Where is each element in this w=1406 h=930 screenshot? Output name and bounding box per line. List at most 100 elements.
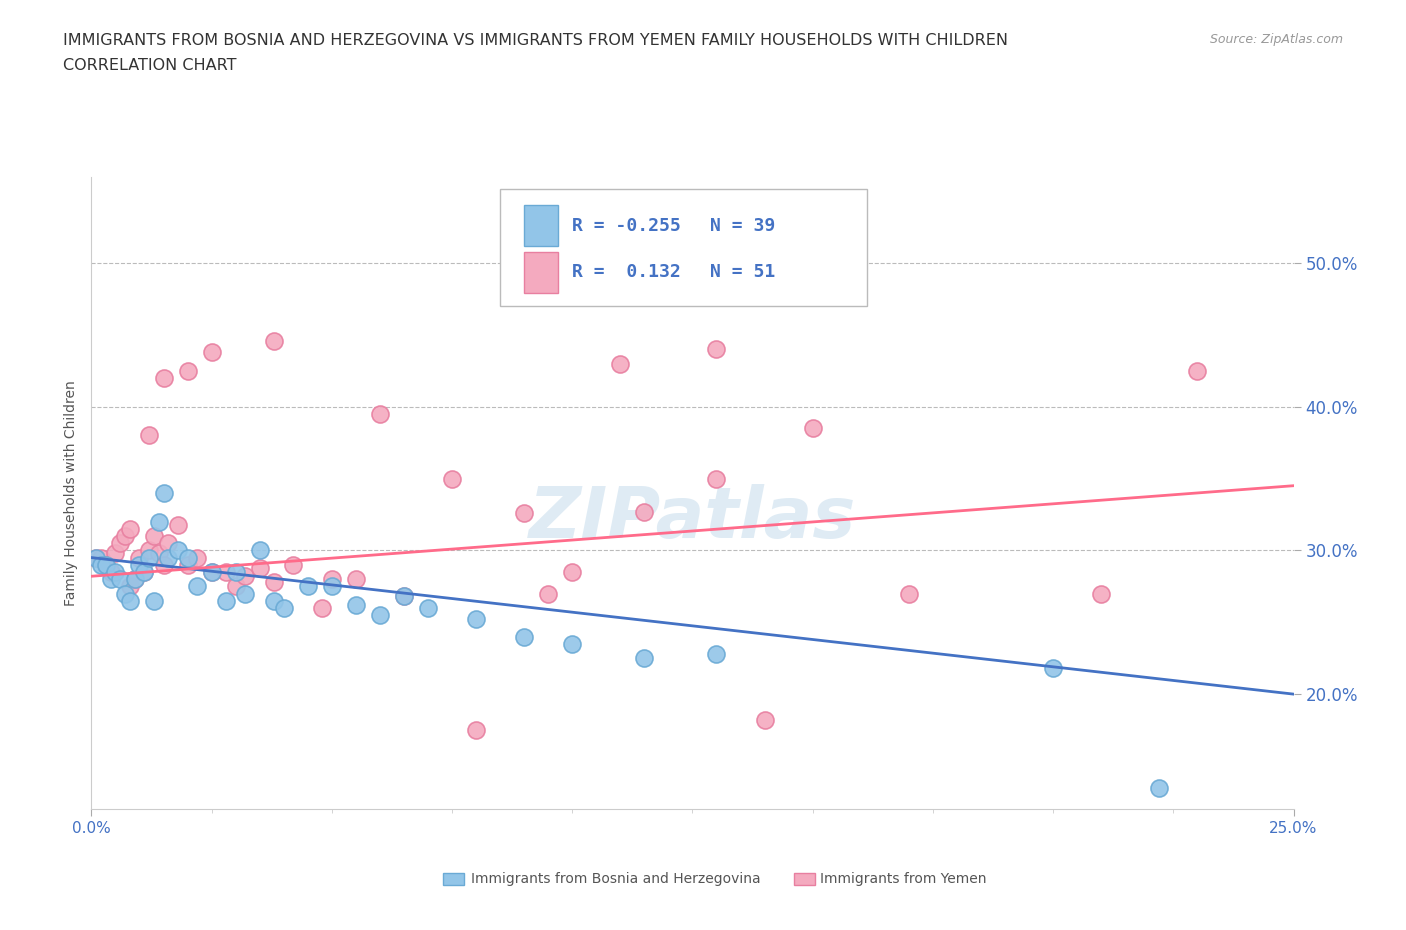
Point [176,557,198,572]
Point [344,572,367,587]
Point [110,536,132,551]
Y-axis label: Family Households with Children: Family Households with Children [63,380,77,605]
Point [138,428,160,443]
Point [201,565,224,579]
Text: N = 51: N = 51 [710,263,776,281]
Point [118,593,141,608]
Point [142,593,165,608]
Point [225,578,247,593]
Point [561,636,583,651]
Point [706,472,728,486]
Point [167,543,190,558]
Point [176,364,198,379]
Point [215,593,238,608]
Point [273,601,295,616]
Point [513,630,536,644]
Point [609,356,631,371]
Point [186,578,208,593]
Point [100,572,122,587]
Point [134,565,156,579]
Point [84,551,107,565]
Point [90,557,112,572]
Point [148,546,170,561]
Point [152,557,174,572]
Point [513,506,536,521]
Point [201,565,224,579]
Point [104,565,127,579]
Point [215,565,238,579]
Point [465,723,488,737]
Text: Immigrants from Yemen: Immigrants from Yemen [820,871,986,886]
Point [167,517,190,532]
Point [152,485,174,500]
Text: Immigrants from Bosnia and Herzegovina: Immigrants from Bosnia and Herzegovina [471,871,761,886]
Point [110,572,132,587]
Point [368,406,391,421]
Point [344,598,367,613]
Point [176,551,198,565]
Point [801,420,824,435]
Point [1187,364,1209,379]
Point [754,712,776,727]
Point [134,565,156,579]
Text: R =  0.132: R = 0.132 [572,263,681,281]
Point [263,333,285,348]
Point [392,589,415,604]
Point [148,514,170,529]
Point [1147,780,1170,795]
Text: IMMIGRANTS FROM BOSNIA AND HERZEGOVINA VS IMMIGRANTS FROM YEMEN FAMILY HOUSEHOLD: IMMIGRANTS FROM BOSNIA AND HERZEGOVINA V… [63,33,1008,47]
Point [321,578,343,593]
Point [263,575,285,590]
Text: N = 39: N = 39 [710,217,776,234]
Point [440,472,463,486]
Point [90,551,112,565]
Point [249,560,271,575]
Point [633,504,655,519]
Point [118,522,141,537]
Point [152,370,174,385]
Point [416,601,439,616]
Text: ZIPatlas: ZIPatlas [529,484,856,552]
Point [128,557,150,572]
Point [100,565,122,579]
Point [465,612,488,627]
Point [283,557,305,572]
Point [114,586,136,601]
Point [128,551,150,565]
Point [157,551,180,565]
Point [233,586,256,601]
Point [233,569,256,584]
Point [263,593,285,608]
Text: R = -0.255: R = -0.255 [572,217,681,234]
Point [311,601,333,616]
Point [561,565,583,579]
Point [201,345,224,360]
Point [706,341,728,356]
Point [94,557,117,572]
Point [249,543,271,558]
Point [897,586,920,601]
Point [138,551,160,565]
Point [321,572,343,587]
Point [124,572,146,587]
Point [104,546,127,561]
Point [186,551,208,565]
Point [368,607,391,622]
Point [124,572,146,587]
Point [706,646,728,661]
Text: CORRELATION CHART: CORRELATION CHART [63,58,236,73]
Bar [524,206,558,246]
Point [157,536,180,551]
Point [1042,661,1064,676]
Point [537,586,560,601]
Point [138,543,160,558]
Text: Source: ZipAtlas.com: Source: ZipAtlas.com [1209,33,1343,46]
Point [392,589,415,604]
Point [633,651,655,666]
Point [297,578,319,593]
Point [84,551,107,565]
FancyBboxPatch shape [501,190,866,306]
Bar [524,252,558,293]
Point [114,528,136,543]
Point [142,528,165,543]
